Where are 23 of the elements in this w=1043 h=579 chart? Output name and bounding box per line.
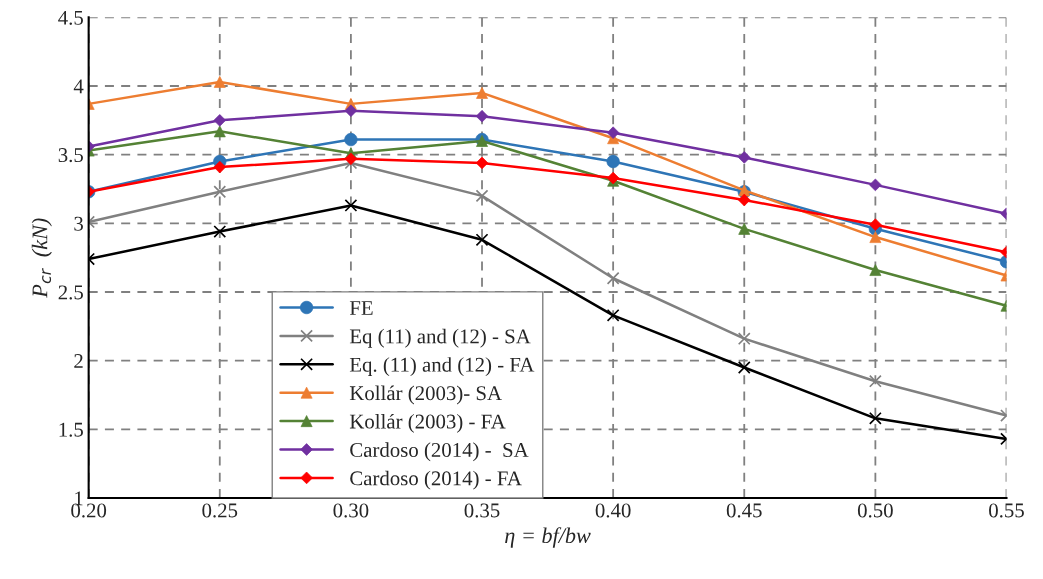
- y-tick-label: 3.5: [58, 148, 83, 163]
- y-tick-label: 3: [74, 216, 83, 231]
- legend-label: Kollár (2003)- SA: [349, 385, 502, 405]
- legend-label: Kollár (2003) - FA: [349, 413, 506, 433]
- x-tick-label: 0.45: [726, 503, 762, 518]
- x-tick-label: 0.50: [857, 503, 893, 518]
- x-axis-title: η = bf/bw: [505, 527, 591, 548]
- legend-label: Cardoso (2014) - FA: [350, 470, 522, 490]
- x-tick-label: 0.55: [989, 503, 1024, 518]
- y-tick-label: 4: [73, 79, 84, 94]
- y-tick-label: 2.5: [58, 285, 83, 300]
- y-axis-title: P$_{cr}$ (kN): [31, 218, 52, 298]
- legend-label: Eq (11) and (12) - SA: [349, 328, 531, 348]
- legend-label: Cardoso (2014) - SA: [350, 442, 529, 462]
- y-tick-label: 4.5: [58, 10, 83, 25]
- x-tick-label: 0.30: [333, 503, 369, 518]
- y-tick-label: 2: [74, 354, 83, 368]
- x-tick-label: 0.40: [595, 503, 631, 518]
- y-tick-label: 1.5: [59, 422, 83, 437]
- legend-label: FE: [349, 301, 373, 315]
- legend-label: Eq. (11) and (12) - FA: [349, 357, 535, 377]
- x-tick-label: 0.35: [464, 503, 500, 518]
- x-tick-label: 0.25: [202, 503, 238, 518]
